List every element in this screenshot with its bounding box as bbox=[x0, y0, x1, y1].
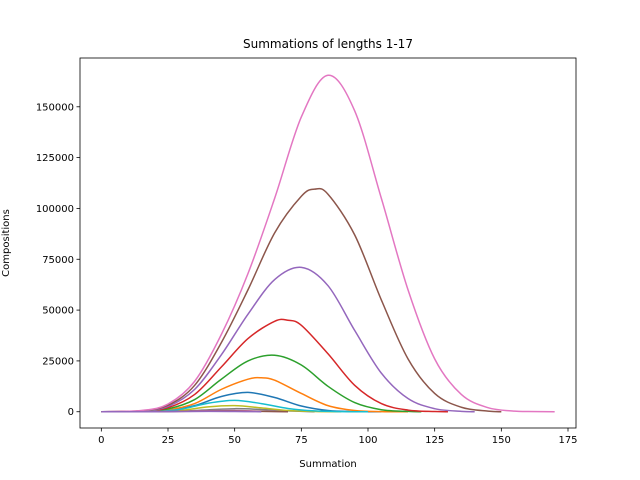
x-tick-label: 25 bbox=[162, 435, 175, 446]
series-line-2 bbox=[101, 376, 409, 413]
x-tick-label: 100 bbox=[358, 435, 377, 446]
series-line-3 bbox=[101, 354, 422, 413]
x-tick-label: 125 bbox=[425, 435, 444, 446]
y-tick-label: 75000 bbox=[42, 255, 74, 266]
chart-title: Summations of lengths 1-17 bbox=[243, 37, 413, 51]
x-tick-label: 50 bbox=[228, 435, 241, 446]
y-axis-label: Compositions bbox=[1, 209, 12, 277]
plot-frame bbox=[79, 57, 577, 429]
series-line-4 bbox=[101, 318, 449, 413]
series-line-10 bbox=[101, 399, 369, 413]
y-tick-label: 25000 bbox=[42, 356, 74, 367]
series-layer bbox=[101, 74, 555, 413]
x-axis-label: Summation bbox=[299, 459, 356, 470]
x-tick-label: 75 bbox=[295, 435, 308, 446]
y-axis: 0 25000 50000 75000 100000 125000 150000 bbox=[36, 102, 80, 418]
y-tick-label: 0 bbox=[68, 407, 74, 418]
x-tick-label: 175 bbox=[558, 435, 577, 446]
x-axis: 0 25 50 75 100 125 150 175 bbox=[98, 428, 578, 446]
series-line-7 bbox=[101, 74, 555, 413]
y-tick-label: 50000 bbox=[42, 306, 74, 317]
y-tick-label: 125000 bbox=[36, 153, 74, 164]
x-tick-label: 150 bbox=[492, 435, 511, 446]
y-tick-label: 150000 bbox=[36, 102, 74, 113]
series-line-6 bbox=[101, 187, 502, 413]
series-line-5 bbox=[101, 266, 475, 413]
x-tick-label: 0 bbox=[98, 435, 104, 446]
y-tick-label: 100000 bbox=[36, 204, 74, 215]
